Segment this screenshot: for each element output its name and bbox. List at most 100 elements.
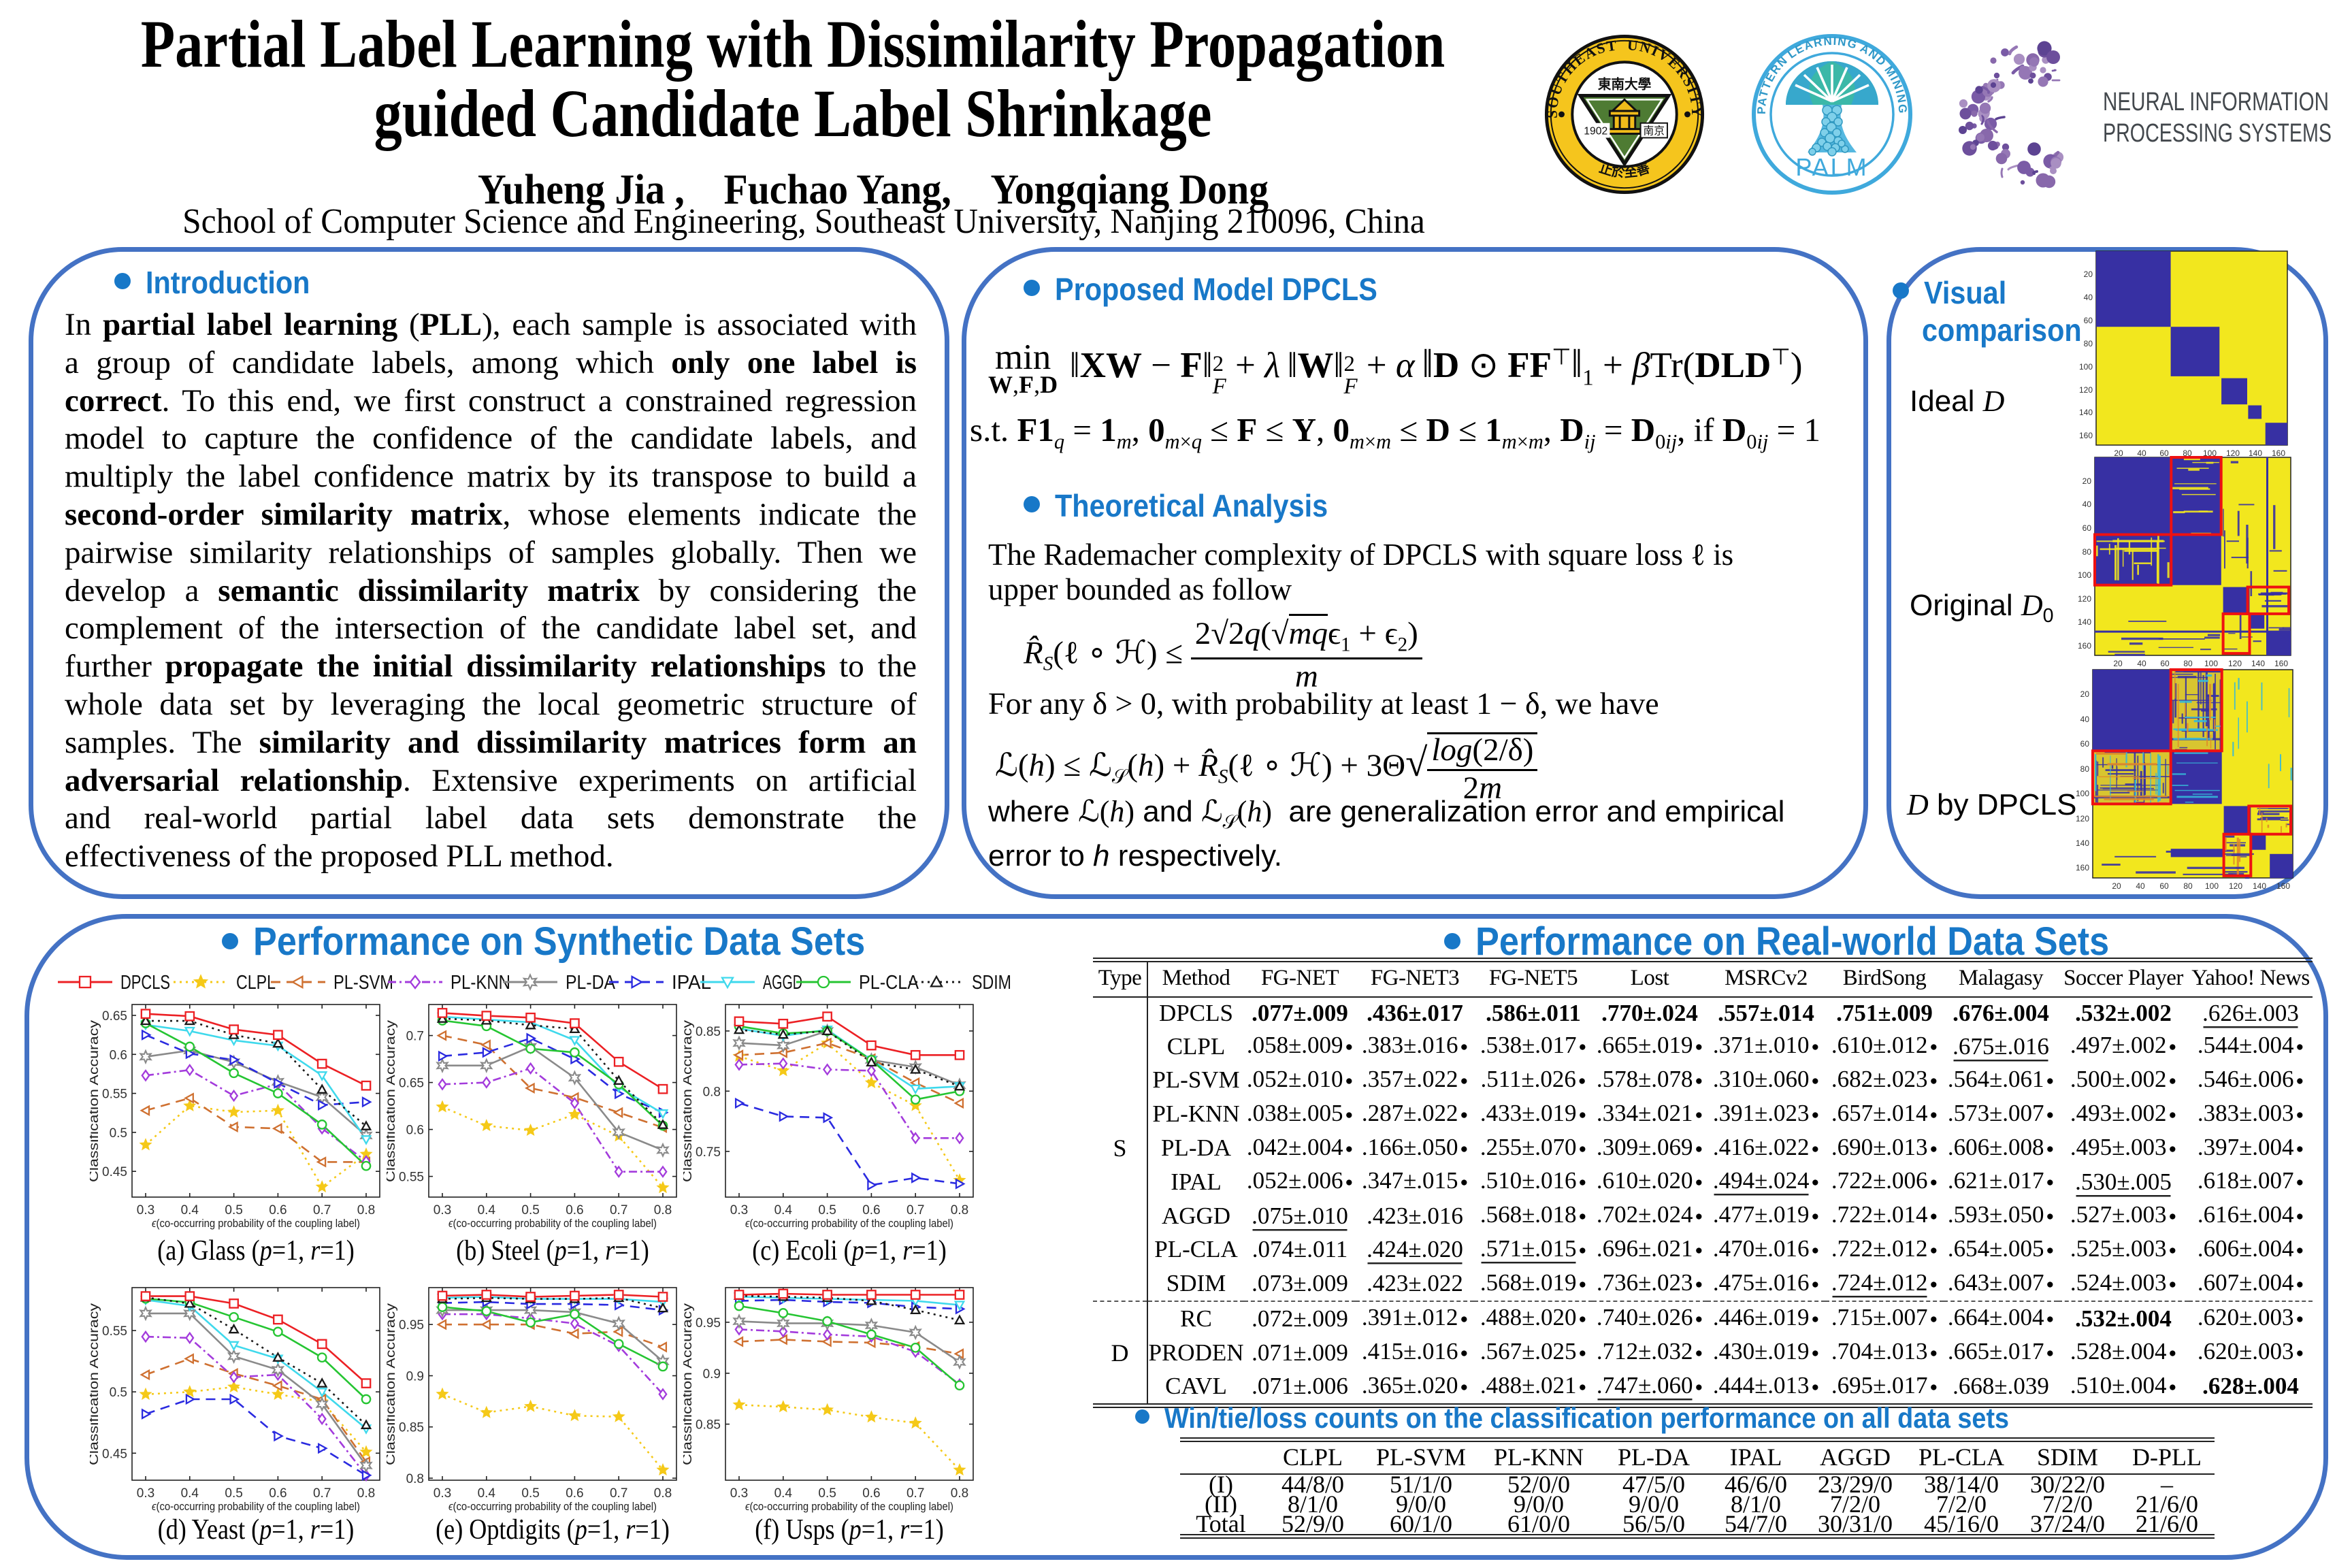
svg-text:160: 160 xyxy=(2272,448,2285,458)
svg-text:PL-SVM: PL-SVM xyxy=(333,972,393,994)
svg-text:0.8: 0.8 xyxy=(703,1085,721,1099)
svg-text:60: 60 xyxy=(2159,448,2169,458)
svg-text:0.5: 0.5 xyxy=(110,1126,127,1141)
svg-text:ϵ(co-occurring probability of: ϵ(co-occurring probability of the coupli… xyxy=(448,1500,657,1513)
svg-text:40: 40 xyxy=(2137,448,2146,458)
svg-text:100: 100 xyxy=(2205,881,2219,891)
svg-text:0.4: 0.4 xyxy=(774,1486,793,1501)
svg-text:20: 20 xyxy=(2084,270,2093,279)
svg-text:100: 100 xyxy=(2076,789,2089,798)
svg-text:0.85: 0.85 xyxy=(696,1025,721,1039)
svg-text:0.6: 0.6 xyxy=(566,1203,583,1218)
svg-text:60: 60 xyxy=(2159,881,2169,891)
svg-text:0.4: 0.4 xyxy=(774,1203,793,1218)
svg-text:0.4: 0.4 xyxy=(181,1203,199,1218)
svg-text:0.5: 0.5 xyxy=(225,1486,242,1501)
svg-text:160: 160 xyxy=(2274,659,2288,668)
svg-text:140: 140 xyxy=(2076,838,2089,848)
svg-text:0.9: 0.9 xyxy=(406,1370,424,1384)
svg-text:140: 140 xyxy=(2078,617,2091,627)
svg-text:120: 120 xyxy=(2228,659,2242,668)
svg-text:80: 80 xyxy=(2183,659,2193,668)
svg-text:0.4: 0.4 xyxy=(181,1486,199,1501)
svg-text:CLPL: CLPL xyxy=(236,972,276,994)
svg-text:0.3: 0.3 xyxy=(730,1486,748,1501)
svg-text:60: 60 xyxy=(2084,316,2093,325)
svg-text:0.6: 0.6 xyxy=(862,1486,880,1501)
svg-text:Classification Accuracy: Classification Accuracy xyxy=(90,1303,101,1465)
svg-text:80: 80 xyxy=(2183,448,2192,458)
svg-text:PL-CLA: PL-CLA xyxy=(859,972,919,994)
svg-text:100: 100 xyxy=(2204,659,2218,668)
svg-text:140: 140 xyxy=(2251,659,2265,668)
svg-text:0.6: 0.6 xyxy=(269,1203,287,1218)
svg-text:ϵ(co-occurring probability of: ϵ(co-occurring probability of the coupli… xyxy=(448,1217,657,1230)
svg-text:0.4: 0.4 xyxy=(478,1203,496,1218)
svg-text:ϵ(co-occurring probability of: ϵ(co-occurring probability of the coupli… xyxy=(152,1217,360,1230)
svg-text:PL-KNN: PL-KNN xyxy=(451,972,510,994)
svg-text:100: 100 xyxy=(2079,362,2093,372)
svg-text:160: 160 xyxy=(2079,431,2093,440)
svg-text:20: 20 xyxy=(2113,659,2123,668)
svg-text:DPCLS: DPCLS xyxy=(120,972,170,994)
svg-text:0.7: 0.7 xyxy=(406,1030,424,1044)
svg-text:60: 60 xyxy=(2080,739,2090,749)
svg-text:AGGD: AGGD xyxy=(763,972,802,994)
svg-text:60: 60 xyxy=(2082,523,2092,533)
svg-text:160: 160 xyxy=(2276,881,2290,891)
svg-text:0.6: 0.6 xyxy=(566,1486,583,1501)
svg-text:0.6: 0.6 xyxy=(406,1124,424,1138)
svg-text:0.65: 0.65 xyxy=(102,1009,127,1024)
svg-text:1902: 1902 xyxy=(1584,126,1607,137)
svg-text:0.85: 0.85 xyxy=(399,1421,424,1435)
svg-text:140: 140 xyxy=(2079,408,2093,417)
svg-text:ϵ(co-occurring probability of: ϵ(co-occurring probability of the coupli… xyxy=(745,1500,953,1513)
svg-text:0.3: 0.3 xyxy=(434,1203,451,1218)
svg-text:0.85: 0.85 xyxy=(696,1418,721,1433)
svg-text:140: 140 xyxy=(2249,448,2262,458)
svg-text:20: 20 xyxy=(2082,476,2092,486)
svg-text:PALM: PALM xyxy=(1795,153,1868,181)
svg-text:20: 20 xyxy=(2112,881,2121,891)
svg-text:40: 40 xyxy=(2136,881,2145,891)
svg-text:0.7: 0.7 xyxy=(610,1203,627,1218)
svg-text:Classification Accuracy: Classification Accuracy xyxy=(387,1019,398,1182)
svg-text:0.55: 0.55 xyxy=(102,1088,127,1102)
svg-text:0.8: 0.8 xyxy=(406,1472,424,1486)
svg-text:ϵ(co-occurring probability of: ϵ(co-occurring probability of the coupli… xyxy=(152,1500,360,1513)
svg-text:0.7: 0.7 xyxy=(610,1486,627,1501)
svg-text:0.55: 0.55 xyxy=(102,1324,127,1339)
svg-text:0.6: 0.6 xyxy=(269,1486,287,1501)
svg-text:40: 40 xyxy=(2084,293,2093,302)
svg-text:0.5: 0.5 xyxy=(110,1386,127,1400)
svg-text:160: 160 xyxy=(2078,641,2091,651)
svg-text:0.8: 0.8 xyxy=(951,1486,968,1501)
svg-text:0.7: 0.7 xyxy=(313,1486,331,1501)
svg-text:0.45: 0.45 xyxy=(102,1165,127,1179)
svg-text:0.9: 0.9 xyxy=(703,1367,721,1382)
svg-text:Classification Accuracy: Classification Accuracy xyxy=(683,1019,695,1182)
svg-text:160: 160 xyxy=(2076,863,2089,872)
svg-text:140: 140 xyxy=(2253,881,2266,891)
svg-text:Classification Accuracy: Classification Accuracy xyxy=(387,1303,398,1465)
svg-text:0.75: 0.75 xyxy=(696,1145,721,1160)
svg-text:南京: 南京 xyxy=(1644,125,1665,137)
svg-text:東南大學: 東南大學 xyxy=(1598,77,1652,93)
svg-text:40: 40 xyxy=(2082,500,2092,509)
svg-text:0.6: 0.6 xyxy=(110,1048,127,1062)
svg-text:0.8: 0.8 xyxy=(357,1203,375,1218)
svg-text:NEURAL INFORMATION: NEURAL INFORMATION xyxy=(2103,88,2329,116)
svg-text:ϵ(co-occurring probability of: ϵ(co-occurring probability of the coupli… xyxy=(745,1217,953,1230)
svg-text:0.8: 0.8 xyxy=(951,1203,968,1218)
svg-text:120: 120 xyxy=(2076,814,2089,823)
svg-text:0.95: 0.95 xyxy=(696,1316,721,1330)
svg-text:0.3: 0.3 xyxy=(137,1203,154,1218)
svg-text:0.7: 0.7 xyxy=(313,1203,331,1218)
svg-text:40: 40 xyxy=(2137,659,2146,668)
svg-text:0.8: 0.8 xyxy=(654,1203,672,1218)
svg-text:120: 120 xyxy=(2226,448,2240,458)
svg-text:80: 80 xyxy=(2082,547,2092,557)
svg-text:SDIM: SDIM xyxy=(972,972,1011,994)
svg-text:0.55: 0.55 xyxy=(399,1171,424,1185)
svg-text:PROCESSING SYSTEMS: PROCESSING SYSTEMS xyxy=(2103,119,2332,148)
